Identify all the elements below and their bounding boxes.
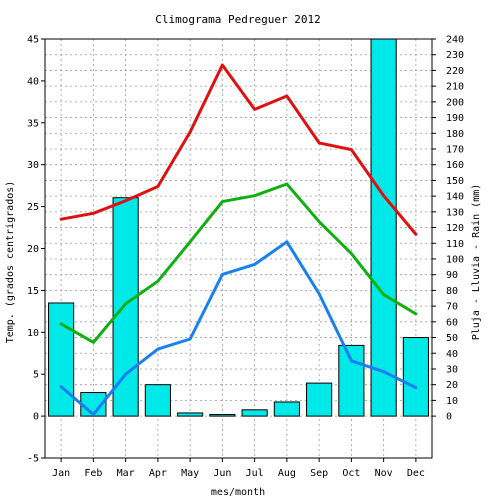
left-tick-label: 10 (27, 328, 39, 339)
rain-bar-may (177, 412, 204, 417)
right-tick-label: 150 (446, 176, 464, 187)
x-tick-label: Nov (375, 468, 393, 479)
right-tick-label: 50 (446, 333, 458, 344)
right-axis-ticks: 0 10 20 30 40 50 60 70 80 90 100 110 120 130 140 150 160… (432, 35, 464, 423)
x-tick-label: Jul (246, 468, 264, 479)
right-tick-label: 220 (446, 66, 464, 77)
temperature-lines (59, 63, 418, 416)
right-tick-label: 200 (446, 97, 464, 108)
right-tick-label: 170 (446, 144, 464, 155)
rain-bar-mar (112, 197, 139, 417)
left-tick-label: 40 (27, 76, 39, 87)
right-tick-label: 240 (446, 35, 464, 46)
right-tick-label: 10 (446, 396, 458, 407)
left-tick-label: 45 (27, 35, 39, 46)
rain-bar-jun (209, 414, 236, 417)
rain-bar-jul (241, 409, 268, 417)
left-tick-label: 5 (33, 370, 39, 381)
right-tick-label: 160 (446, 160, 464, 171)
right-tick-label: 140 (446, 192, 464, 203)
right-tick-label: 210 (446, 82, 464, 93)
right-tick-label: 180 (446, 129, 464, 140)
line-temp-mean (59, 182, 418, 344)
left-tick-label: 20 (27, 244, 39, 255)
left-axis-ticks: -5 0 5 10 15 20 25 30 35 40 45 (27, 35, 45, 465)
left-tick-label: 30 (27, 160, 39, 171)
rain-bar-dec (402, 337, 429, 417)
right-axis-label: Pluja - Lluvia - Rain (mm) (471, 184, 482, 341)
left-axis-label: Temp. (grados centrigrados) (5, 181, 16, 344)
right-tick-label: 90 (446, 270, 458, 281)
right-tick-label: 30 (446, 364, 458, 375)
x-axis-ticks: Jan Feb Mar Apr May Jun Jul Aug Sep Oct Nov Dec (52, 458, 425, 479)
x-tick-label: Jun (213, 468, 231, 479)
left-tick-label: 35 (27, 118, 39, 129)
right-tick-label: 60 (446, 317, 458, 328)
x-tick-label: Feb (84, 468, 102, 479)
x-tick-label: Oct (342, 468, 360, 479)
x-tick-label: Aug (278, 468, 296, 479)
left-tick-label: 0 (33, 412, 39, 423)
left-tick-label: 25 (27, 202, 39, 213)
right-tick-label: 130 (446, 207, 464, 218)
right-tick-label: 230 (446, 50, 464, 61)
rain-bar-aug (273, 401, 300, 417)
right-tick-label: 70 (446, 302, 458, 313)
rain-bars (48, 38, 429, 417)
x-axis-label: mes/month (211, 487, 265, 498)
right-tick-label: 40 (446, 349, 458, 360)
rain-bar-jan (48, 302, 75, 417)
rain-bar-oct (338, 344, 365, 417)
right-tick-label: 120 (446, 223, 464, 234)
rain-bar-apr (144, 384, 171, 417)
line-temp-max (59, 63, 418, 236)
left-tick-label: -5 (27, 454, 39, 465)
rain-bar-nov (370, 38, 397, 417)
x-tick-label: Sep (310, 468, 328, 479)
right-tick-label: 0 (446, 412, 452, 423)
right-tick-label: 100 (446, 254, 464, 265)
line-temp-min (59, 240, 418, 416)
right-tick-label: 110 (446, 239, 464, 250)
rain-bar-sep (306, 382, 333, 417)
right-tick-label: 20 (446, 380, 458, 391)
x-tick-label: Jan (52, 468, 70, 479)
x-tick-label: Apr (149, 468, 167, 479)
right-tick-label: 80 (446, 286, 458, 297)
left-tick-label: 15 (27, 286, 39, 297)
x-tick-label: May (181, 468, 199, 479)
chart-title: Climograma Pedreguer 2012 (155, 13, 321, 26)
x-tick-label: Mar (117, 468, 135, 479)
right-tick-label: 190 (446, 113, 464, 124)
x-tick-label: Dec (407, 468, 425, 479)
